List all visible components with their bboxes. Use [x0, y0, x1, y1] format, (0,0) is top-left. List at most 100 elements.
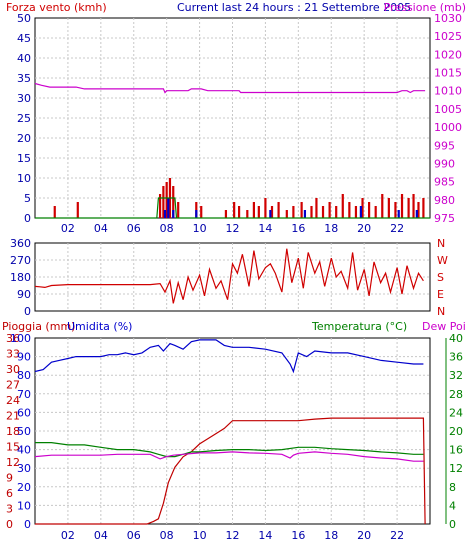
wind-bar	[361, 198, 364, 218]
wind-bar	[264, 198, 267, 218]
temperature-y-tick: 0	[449, 518, 456, 531]
gust-bar	[415, 210, 418, 218]
temperature-y-tick: 4	[449, 499, 456, 512]
wind-bar	[177, 202, 180, 218]
humidity-y-tick: 20	[17, 481, 31, 494]
wind-bar	[328, 202, 331, 218]
temperature-y-tick: 40	[449, 332, 463, 345]
gust-bar	[303, 210, 307, 218]
wind-x-tick: 08	[160, 222, 174, 235]
climate-x-tick: 12	[226, 529, 240, 542]
wind-bar	[368, 202, 371, 218]
wind-bar	[407, 198, 410, 218]
gust-bar	[167, 198, 170, 218]
climate-x-tick: 18	[324, 529, 338, 542]
rain-y-tick: 36	[6, 332, 20, 345]
wind-y-tick: 40	[17, 52, 31, 65]
wind-bar	[53, 206, 56, 218]
climate-x-tick: 16	[291, 529, 305, 542]
direction-compass-label: N	[437, 305, 445, 318]
wind-bar	[422, 198, 425, 218]
temperature-y-tick: 20	[449, 425, 463, 438]
wind-bar	[387, 198, 390, 218]
wind-bar	[400, 194, 404, 218]
pressure-y-tick: 1000	[434, 121, 462, 134]
pressure-y-tick: 1030	[434, 12, 462, 25]
humidity-y-tick: 60	[17, 406, 31, 419]
wind-bar	[162, 186, 165, 218]
gust-bar	[269, 210, 272, 218]
humidity-y-tick: 40	[17, 444, 31, 457]
temperature-y-tick: 8	[449, 481, 456, 494]
wind-y-tick: 20	[17, 132, 31, 145]
direction-y-tick: 360	[10, 237, 31, 250]
gust-bar	[195, 210, 198, 218]
dewpoint-axis-label: Dew Point	[422, 320, 466, 333]
pressure-y-tick: 1025	[434, 30, 462, 43]
direction-compass-label: W	[437, 254, 448, 267]
wind-bar	[310, 206, 313, 218]
wind-bar	[200, 206, 203, 218]
pressure-y-tick: 975	[434, 212, 455, 225]
direction-y-tick: 90	[17, 288, 31, 301]
gust-bar	[397, 210, 400, 218]
temperature-y-tick: 16	[449, 444, 463, 457]
wind-bar	[233, 202, 236, 218]
wind-bar	[224, 210, 228, 218]
wind-bar	[237, 206, 241, 218]
wind-x-tick: 22	[390, 222, 404, 235]
wind-x-tick: 16	[291, 222, 305, 235]
wind-bar	[246, 210, 249, 218]
wind-bar	[341, 194, 344, 218]
humidity-axis-label: Umidita (%)	[67, 320, 132, 333]
pressure-axis-label: Pressione (mb)	[384, 1, 466, 14]
wind-y-tick: 30	[17, 92, 31, 105]
wind-bar	[257, 206, 260, 218]
rain-y-tick: 6	[6, 487, 13, 500]
rain-y-tick: 12	[6, 456, 20, 469]
pressure-y-tick: 990	[434, 157, 455, 170]
wind-bar	[381, 194, 384, 218]
wind-bar	[172, 186, 175, 218]
pressure-y-tick: 1010	[434, 85, 462, 98]
humidity-y-tick: 100	[10, 332, 31, 345]
wind-x-tick: 20	[357, 222, 371, 235]
wind-bar	[76, 202, 79, 218]
wind-bar	[285, 210, 288, 218]
wind-bar	[394, 202, 397, 218]
humidity-y-tick: 30	[17, 462, 31, 475]
pressure-y-tick: 995	[434, 139, 455, 152]
wind-axis-label: Forza vento (kmh)	[6, 1, 107, 14]
pressure-y-tick: 980	[434, 194, 455, 207]
wind-x-tick: 12	[226, 222, 240, 235]
wind-bar	[374, 206, 377, 218]
direction-compass-label: E	[437, 288, 444, 301]
wind-y-tick: 0	[24, 212, 31, 225]
wind-y-tick: 15	[17, 152, 31, 165]
climate-x-tick: 20	[357, 529, 371, 542]
wind-bar	[348, 202, 351, 218]
climate-x-tick: 02	[61, 529, 75, 542]
temperature-y-tick: 28	[449, 388, 463, 401]
pressure-y-tick: 1015	[434, 67, 462, 80]
pressure-y-tick: 1020	[434, 48, 462, 61]
pressure-y-tick: 985	[434, 176, 455, 189]
wind-bar	[412, 194, 415, 218]
wind-bar	[315, 198, 318, 218]
humidity-y-tick: 70	[17, 388, 31, 401]
gust-bar	[172, 210, 175, 218]
rain-y-tick: 24	[6, 394, 20, 407]
wind-bar	[252, 202, 255, 218]
wind-bar	[300, 202, 303, 218]
wind-bar	[335, 206, 338, 218]
wind-x-tick: 02	[61, 222, 75, 235]
humidity-y-tick: 0	[24, 518, 31, 531]
temperature-y-tick: 36	[449, 351, 463, 364]
climate-x-tick: 14	[258, 529, 272, 542]
pressure-line	[34, 82, 426, 94]
rain-y-tick: 30	[6, 363, 20, 376]
rain-y-tick: 18	[6, 425, 20, 438]
wind-y-tick: 10	[17, 172, 31, 185]
climate-x-tick: 08	[160, 529, 174, 542]
temperature-y-tick: 24	[449, 406, 463, 419]
